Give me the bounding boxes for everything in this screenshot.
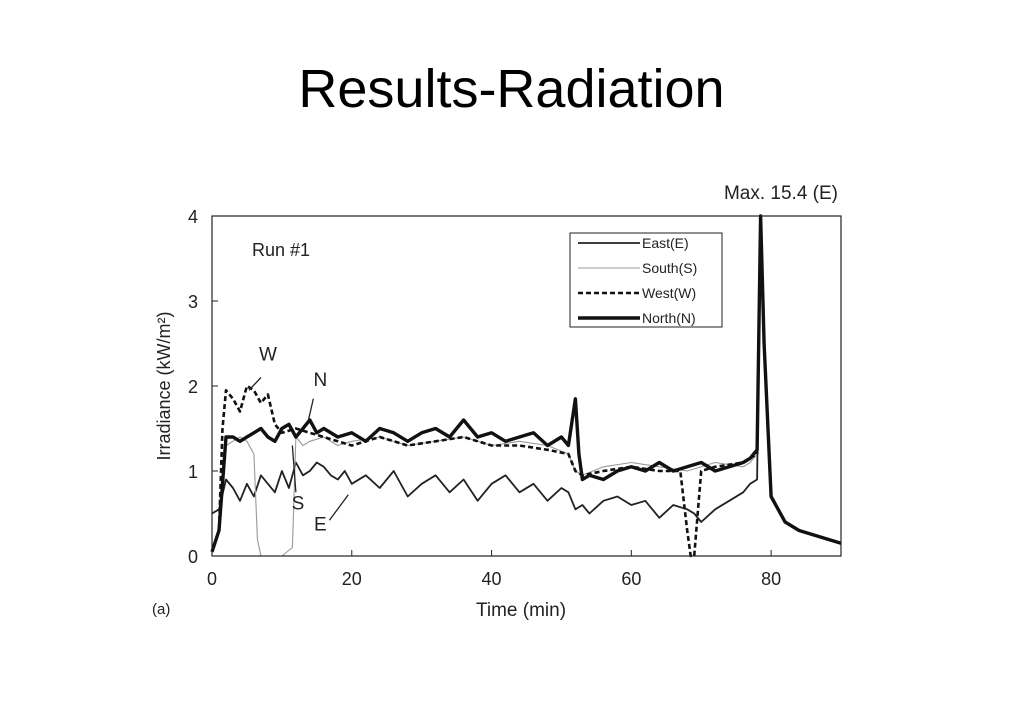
x-tick-label: 80 <box>761 569 781 589</box>
y-tick-label: 3 <box>188 292 198 312</box>
x-tick-label: 20 <box>342 569 362 589</box>
arrow-n <box>307 398 314 421</box>
legend-label-3: North(N) <box>642 310 696 326</box>
series-line-0 <box>211 215 842 545</box>
plot-frame <box>211 215 842 557</box>
y-tick-label: 4 <box>188 207 198 227</box>
curve-label-w: W <box>259 345 277 366</box>
x-axis-label: Time (min) <box>476 600 566 621</box>
slide-title: Results-Radiation <box>298 59 725 119</box>
curve-label-n: N <box>313 370 327 391</box>
legend: East(E) South(S) West(W) North(N) <box>569 232 723 328</box>
arrow-w <box>248 377 262 391</box>
series-lines-layer <box>210 214 842 558</box>
series-line-2 <box>210 214 842 558</box>
panel-label: (a) <box>152 601 170 618</box>
x-tick-label: 40 <box>482 569 502 589</box>
annotation-layer: W N SE <box>248 345 349 536</box>
x-tick-label: 60 <box>621 569 641 589</box>
y-tick-label: 1 <box>188 462 198 482</box>
axes-layer: 0 20 40 60 80 0 1 2 3 4 <box>188 207 781 589</box>
legend-label-2: West(W) <box>642 285 696 301</box>
y-tick-label: 0 <box>188 547 198 567</box>
run-label: Run #1 <box>252 240 310 260</box>
curve-label-s: S <box>292 493 305 514</box>
legend-label-0: East(E) <box>642 235 689 251</box>
legend-items: East(E) South(S) West(W) North(N) <box>578 235 697 326</box>
y-axis-label: Irradiance (kW/m²) <box>154 311 174 460</box>
arrow-e <box>328 494 349 521</box>
legend-box <box>569 232 723 328</box>
series-line-3 <box>210 214 842 553</box>
y-tick-label: 2 <box>188 377 198 397</box>
legend-label-1: South(S) <box>642 260 697 276</box>
curve-label-e: E <box>314 515 327 536</box>
x-tick-label: 0 <box>207 569 217 589</box>
arrow-s <box>291 445 297 493</box>
series-line-1 <box>211 215 842 557</box>
max-annotation: Max. 15.4 (E) <box>724 183 838 204</box>
